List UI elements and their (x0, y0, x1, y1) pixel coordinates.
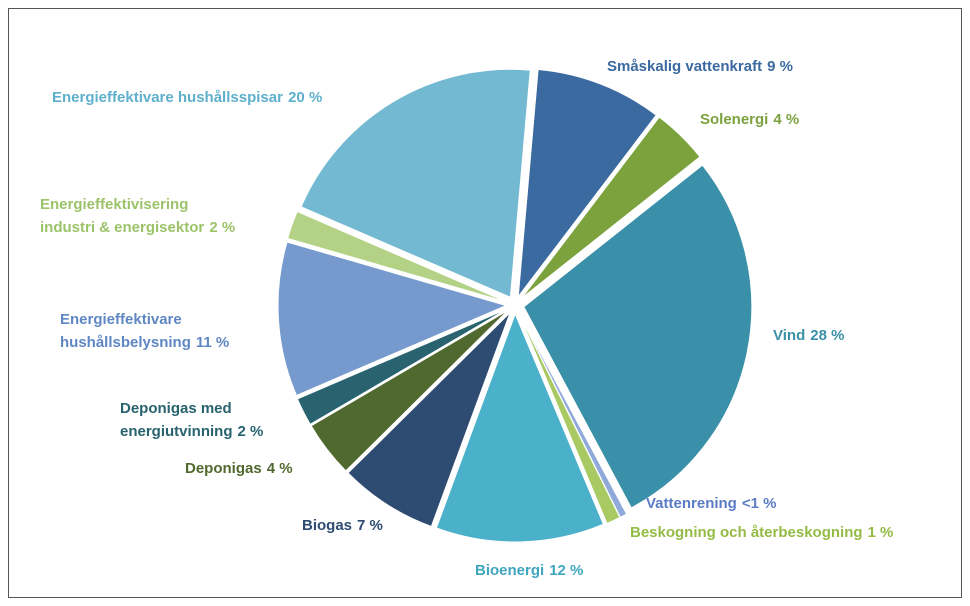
value-label: 11 % (196, 334, 229, 351)
slice-label: Deponigas med energiutvinning (120, 400, 236, 440)
label-line: energiutvinning (120, 423, 233, 440)
value-label: 7 % (357, 517, 383, 534)
value-label: 4 % (773, 111, 799, 128)
slice-label: Energieffektivisering industri & energis… (40, 196, 204, 236)
value-label: 28 % (810, 327, 844, 344)
slice-label: Småskalig vattenkraft (607, 58, 762, 75)
value-label: 4 % (267, 460, 293, 477)
pie-slice (520, 116, 701, 299)
slice-label: Vind (773, 327, 805, 344)
value-label: 2 % (238, 423, 264, 440)
pie-slice (310, 310, 509, 472)
pie-slice (435, 312, 605, 543)
slice-label: Solenergi (700, 111, 768, 128)
label-line: hushållsbelysning (60, 334, 191, 351)
slice-label: Vattenrening (646, 495, 737, 512)
slice-label: Bioenergi (475, 562, 544, 579)
value-label: 12 % (549, 562, 583, 579)
pie-slice (296, 308, 508, 426)
label-line: Energieffektivisering (40, 196, 193, 213)
slice-label: Energieffektivare hushållsspisar (52, 89, 283, 106)
value-label: 1 % (868, 524, 894, 541)
pie-slice (277, 241, 508, 397)
slice-label: Biogas (302, 517, 352, 534)
label-line: Deponigas med (120, 400, 236, 417)
pie-slice (347, 312, 511, 528)
pie-slice (518, 312, 621, 525)
label-line: Energieffektivare (60, 311, 186, 328)
slice-label: Energieffektivare hushållsbelysning (60, 311, 191, 351)
pie-slice (523, 164, 753, 509)
pie-slice (286, 210, 507, 303)
pie-slice (300, 68, 531, 299)
value-label: 2 % (209, 219, 235, 236)
value-label: <1 % (742, 495, 777, 512)
value-label: 9 % (767, 58, 793, 75)
slice-label: Deponigas (185, 460, 262, 477)
slice-label: Beskogning och återbeskogning (630, 524, 863, 541)
label-line: industri & energisektor (40, 219, 204, 236)
value-label: 20 % (288, 89, 322, 106)
pie-slice (517, 68, 657, 299)
